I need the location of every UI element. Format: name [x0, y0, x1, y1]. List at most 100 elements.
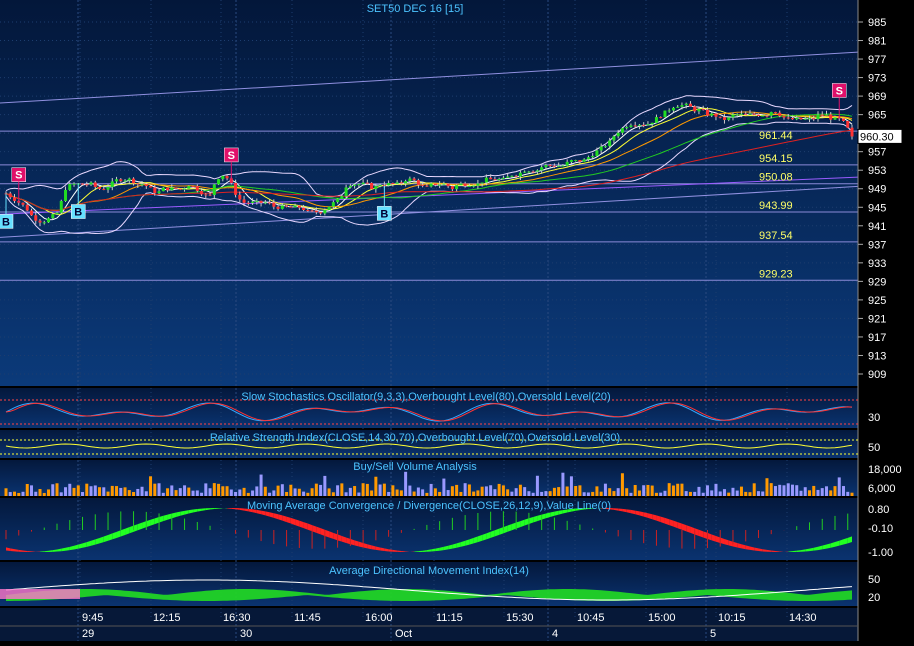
volume-bar: [825, 486, 828, 496]
candle-body: [464, 184, 467, 186]
volume-bar: [787, 483, 790, 496]
volume-bar: [243, 488, 246, 496]
volume-bar: [570, 476, 573, 496]
price-tick-label: 909: [868, 369, 886, 381]
time-label: 16:00: [365, 612, 393, 624]
volume-bar: [464, 483, 467, 496]
volume-bar: [98, 487, 101, 496]
volume-bar: [659, 493, 662, 496]
volume-bar: [226, 486, 229, 496]
volume-bar: [821, 488, 824, 496]
time-label: 9:45: [82, 612, 103, 624]
signal-label: S: [228, 150, 235, 162]
time-label: 12:15: [153, 612, 181, 624]
candle-body: [60, 201, 63, 213]
candle-body: [306, 210, 309, 211]
candle-body: [73, 184, 76, 185]
volume-bar: [9, 492, 12, 496]
volume-bar: [561, 473, 564, 496]
candle-body: [209, 195, 212, 196]
volume-bar: [434, 488, 437, 496]
volume-bar: [625, 488, 628, 496]
volume-bar: [476, 490, 479, 496]
candle-body: [697, 109, 700, 111]
volume-bar: [710, 490, 713, 496]
volume-bar: [170, 485, 173, 496]
volume-bar: [838, 477, 841, 496]
price-tick-label: 957: [868, 147, 886, 159]
candle-body: [183, 189, 186, 190]
volume-bar: [268, 493, 271, 496]
candle-body: [727, 117, 730, 120]
volume-bar: [306, 493, 309, 496]
candle-body: [591, 156, 594, 157]
adx-tick-20: 20: [868, 592, 880, 604]
volume-bar: [396, 489, 399, 496]
volume-bar: [668, 483, 671, 496]
time-label: 16:30: [223, 612, 251, 624]
volume-bar: [523, 487, 526, 496]
candle-body: [247, 203, 250, 204]
price-tick-label: 977: [868, 54, 886, 66]
volume-bar: [468, 484, 471, 496]
adx-negative-fill: [0, 589, 80, 599]
candle-body: [238, 195, 241, 200]
candle-body: [153, 187, 156, 193]
candle-body: [413, 179, 416, 181]
stochastic-title: Slow Stochastics Oscillator(9,3,3),Overb…: [241, 391, 610, 403]
volume-bar: [238, 489, 241, 496]
volume-bar: [795, 485, 798, 496]
candle-body: [481, 183, 484, 184]
candle-body: [328, 207, 331, 210]
candle-body: [221, 176, 224, 179]
candle-body: [187, 186, 190, 189]
level-label: 961.44: [759, 130, 793, 142]
candle-body: [302, 208, 305, 210]
volume-bar: [251, 491, 254, 496]
candle-body: [217, 179, 220, 184]
candle-body: [264, 202, 267, 203]
volume-bar: [438, 492, 441, 496]
candle-body: [170, 188, 173, 191]
volume-bar: [634, 485, 637, 496]
volume-bar: [629, 493, 632, 496]
volume-bar: [455, 485, 458, 496]
candle-body: [255, 201, 258, 202]
volume-bar: [413, 492, 416, 496]
candle-body: [349, 186, 352, 188]
volume-bar: [833, 486, 836, 496]
volume-bar: [506, 489, 509, 496]
candle-body: [540, 167, 543, 170]
candle-body: [200, 191, 203, 194]
volume-bar: [260, 475, 263, 496]
volume-bar: [119, 488, 122, 496]
candle-body: [693, 106, 696, 111]
candle-body: [706, 110, 709, 116]
volume-bar: [587, 492, 590, 496]
candle-body: [430, 183, 433, 186]
candle-body: [124, 181, 127, 182]
volume-bar: [404, 472, 407, 496]
volume-bar: [527, 491, 530, 496]
volume-bar: [757, 491, 760, 496]
candle-body: [51, 214, 54, 218]
price-tick-label: 969: [868, 91, 886, 103]
candle-body: [434, 183, 437, 185]
volume-bar: [574, 486, 577, 496]
candle-body: [672, 108, 675, 111]
candle-body: [493, 179, 496, 180]
candle-body: [646, 124, 649, 125]
adx-title: Average Directional Movement Index(14): [329, 565, 529, 577]
candle-body: [842, 118, 845, 121]
volume-bar: [442, 479, 445, 496]
candle-body: [260, 201, 263, 203]
volume-bar: [107, 492, 110, 496]
volume-bar: [60, 492, 63, 496]
candle-body: [9, 193, 12, 197]
volume-bar: [149, 476, 152, 496]
candle-body: [600, 146, 603, 150]
volume-bar: [791, 485, 794, 496]
candle-body: [94, 182, 97, 187]
volume-bar: [90, 486, 93, 496]
